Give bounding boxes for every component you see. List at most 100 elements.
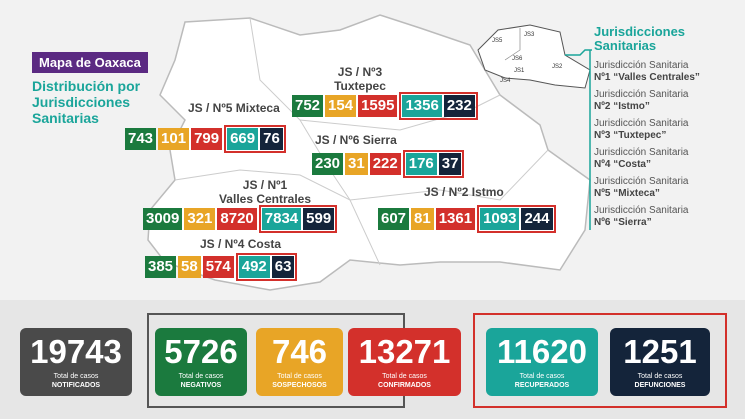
total-caption: Total de casos	[53, 373, 99, 380]
total-value: 1251	[623, 333, 697, 370]
total-card: 19743 Total de casos NOTIFICADOS	[20, 328, 132, 396]
region-values: 752 154 1595 1356 232	[292, 92, 478, 120]
region-title-line: JS / Nº1	[242, 178, 288, 192]
region-values: 230 31 222 176 37	[312, 150, 465, 178]
total-caption: Total de casos	[178, 373, 224, 380]
value-box: 7834	[261, 208, 302, 230]
highlight: 492 63	[235, 253, 298, 281]
value-box: 1595	[358, 95, 398, 117]
region-title-line: JS / Nº3	[337, 65, 383, 79]
legend-item: Jurisdicción Sanitaria Nº3 “Tuxtepec”	[594, 118, 689, 142]
total-caption: Total de casos	[382, 373, 427, 380]
value-box: 321	[184, 208, 216, 230]
value-box: 752	[292, 95, 324, 117]
subtitle: Distribución por Jurisdicciones Sanitari…	[32, 78, 141, 126]
total-caption: Total de casos	[519, 373, 565, 380]
region-title: JS / Nº5 Mixteca	[188, 101, 280, 115]
legend-item: Jurisdicción Sanitaria Nº2 “Istmo”	[594, 89, 689, 113]
value-box: 76	[260, 128, 283, 150]
region-title: JS / Nº1 Valles Centrales	[219, 178, 311, 206]
region-values: 607 81 1361 1093 244	[378, 205, 556, 233]
value-box: 244	[521, 208, 553, 230]
border	[299, 94, 501, 131]
value-box: 154	[325, 95, 357, 117]
border	[174, 149, 549, 201]
legend-item: Jurisdicción Sanitaria Nº5 “Mixteca”	[594, 176, 689, 200]
value-box: 101	[158, 128, 190, 150]
legend-name: Nº6 “Sierra”	[594, 217, 652, 228]
region-title-line: Valles Centrales	[218, 192, 312, 206]
total-value: 5726	[164, 333, 238, 370]
value-box: 232	[443, 95, 475, 117]
value-box: 31	[345, 153, 368, 175]
total-label: DEFUNCIONES	[634, 382, 686, 389]
total-label: NEGATIVOS	[180, 382, 222, 389]
value-box: 8720	[217, 208, 257, 230]
value-box: 222	[369, 153, 401, 175]
region-title: JS / Nº3 Tuxtepec	[334, 65, 386, 93]
legend-item: Jurisdicción Sanitaria Nº1 “Valles Centra…	[594, 60, 700, 84]
value-box: 37	[438, 153, 462, 175]
total-card: 11620 Total de casos RECUPERADOS	[486, 328, 598, 396]
total-label: NOTIFICADOS	[51, 382, 101, 389]
connector	[565, 49, 592, 56]
region-title: JS / Nº4 Costa	[200, 237, 281, 251]
legend-line: Jurisdicción Sanitaria	[594, 147, 689, 158]
legend-name: Nº3 “Tuxtepec”	[594, 130, 667, 141]
oaxaca-map	[147, 14, 591, 291]
total-value: 19743	[30, 333, 122, 370]
highlight: 176 37	[402, 150, 465, 178]
region-title: JS / Nº6 Sierra	[315, 133, 397, 147]
mini-border	[504, 28, 521, 61]
value-box: 230	[312, 153, 344, 175]
legend-name: Nº1 “Valles Centrales”	[594, 72, 700, 83]
highlight: 669 76	[224, 125, 286, 153]
value-box: 492	[238, 256, 270, 278]
value-box: 1361	[435, 208, 476, 230]
value-box: 3009	[143, 208, 183, 230]
total-card: 1251 Total de casos DEFUNCIONES	[610, 328, 710, 396]
region-title-line: JS / Nº4 Costa	[200, 237, 282, 251]
legend-name: Nº2 “Istmo”	[594, 101, 650, 112]
total-label: CONFIRMADOS	[378, 382, 431, 389]
total-caption: Total de casos	[637, 373, 683, 380]
value-box: 81	[411, 208, 434, 230]
total-caption: Total de casos	[277, 373, 322, 380]
value-box: 799	[191, 128, 223, 150]
value-box: 574	[202, 256, 234, 278]
value-box: 1356	[402, 95, 442, 117]
legend-item: Jurisdicción Sanitaria Nº4 “Costa”	[594, 147, 689, 171]
legend-name: Nº5 “Mixteca”	[594, 188, 660, 199]
region-title-line: Tuxtepec	[334, 79, 386, 93]
region-values: 743 101 799 669 76	[125, 125, 286, 153]
highlight: 1356 232	[399, 92, 478, 120]
total-value: 746	[271, 333, 328, 370]
value-box: 607	[378, 208, 410, 230]
legend-line: Jurisdicción Sanitaria	[594, 205, 689, 216]
legend-item: Jurisdicción Sanitaria Nº6 “Sierra”	[594, 205, 689, 229]
badge: Mapa de Oaxaca	[32, 52, 148, 73]
value-box: 743	[125, 128, 157, 150]
highlight: 7834 599	[258, 205, 338, 233]
region-values: 3009 321 8720 7834 599	[143, 205, 338, 233]
total-card: 746 Total de casos SOSPECHOSOS	[256, 328, 343, 396]
total-card: 13271 Total de casos CONFIRMADOS	[348, 328, 461, 396]
region-title-line: JS / Nº2 Istmo	[424, 185, 504, 199]
frame	[473, 313, 727, 408]
mini-map-label: JS6	[512, 56, 523, 62]
region-title-line: JS / Nº5 Mixteca	[188, 101, 280, 115]
legend-line: Jurisdicción Sanitaria	[594, 60, 689, 71]
legend-line: Jurisdicción Sanitaria	[594, 176, 689, 187]
total-label: RECUPERADOS	[514, 382, 570, 389]
total-card: 5726 Total de casos NEGATIVOS	[155, 328, 247, 396]
value-box: 58	[178, 256, 201, 278]
border	[249, 17, 381, 266]
legend-title: Jurisdicciones Sanitarias	[594, 24, 686, 53]
mini-map-label: JS2	[552, 64, 563, 70]
region-title: JS / Nº2 Istmo	[424, 185, 504, 199]
total-value: 13271	[358, 333, 451, 370]
